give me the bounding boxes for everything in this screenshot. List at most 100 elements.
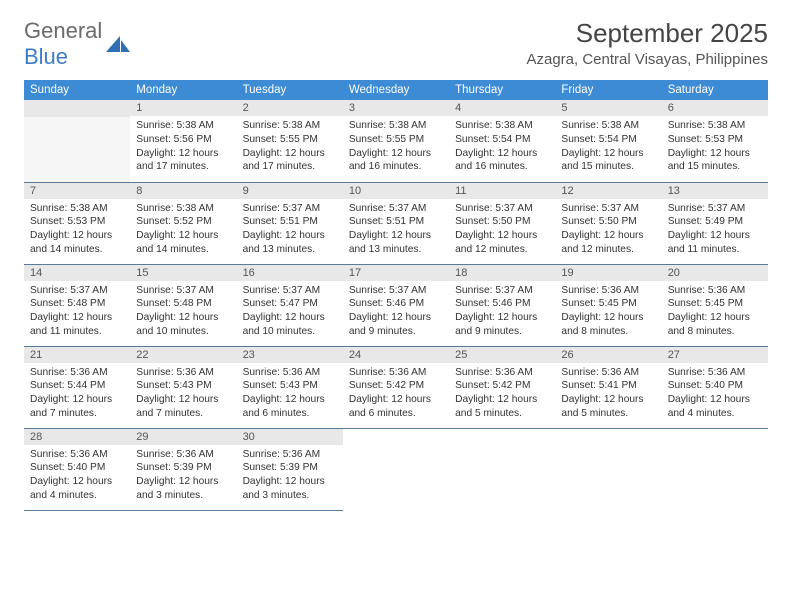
day-body: Sunrise: 5:38 AMSunset: 5:54 PMDaylight:… (449, 116, 555, 180)
daylight-line: Daylight: 12 hours and 14 minutes. (30, 229, 124, 257)
sunrise-line: Sunrise: 5:36 AM (561, 284, 655, 298)
calendar-cell (343, 428, 449, 510)
sunrise-line: Sunrise: 5:38 AM (243, 119, 337, 133)
sunset-line: Sunset: 5:39 PM (243, 461, 337, 475)
calendar-cell: 3Sunrise: 5:38 AMSunset: 5:55 PMDaylight… (343, 100, 449, 182)
calendar-cell: 23Sunrise: 5:36 AMSunset: 5:43 PMDayligh… (237, 346, 343, 428)
day-number: 22 (130, 347, 236, 363)
calendar-row: 1Sunrise: 5:38 AMSunset: 5:56 PMDaylight… (24, 100, 768, 182)
calendar-cell: 4Sunrise: 5:38 AMSunset: 5:54 PMDaylight… (449, 100, 555, 182)
sunrise-line: Sunrise: 5:38 AM (668, 119, 762, 133)
calendar-row: 28Sunrise: 5:36 AMSunset: 5:40 PMDayligh… (24, 428, 768, 510)
day-body: Sunrise: 5:36 AMSunset: 5:40 PMDaylight:… (24, 445, 130, 509)
daylight-line: Daylight: 12 hours and 9 minutes. (455, 311, 549, 339)
sunrise-line: Sunrise: 5:38 AM (455, 119, 549, 133)
location: Azagra, Central Visayas, Philippines (526, 51, 768, 68)
sunset-line: Sunset: 5:45 PM (668, 297, 762, 311)
daylight-line: Daylight: 12 hours and 7 minutes. (30, 393, 124, 421)
sunset-line: Sunset: 5:55 PM (243, 133, 337, 147)
header: General Blue September 2025 Azagra, Cent… (24, 18, 768, 70)
logo-word-2: Blue (24, 44, 68, 69)
sunrise-line: Sunrise: 5:37 AM (561, 202, 655, 216)
daylight-line: Daylight: 12 hours and 12 minutes. (561, 229, 655, 257)
day-number: 9 (237, 183, 343, 199)
sunset-line: Sunset: 5:40 PM (668, 379, 762, 393)
day-body: Sunrise: 5:37 AMSunset: 5:50 PMDaylight:… (555, 199, 661, 263)
calendar-cell (662, 428, 768, 510)
sunrise-line: Sunrise: 5:38 AM (561, 119, 655, 133)
calendar-cell: 12Sunrise: 5:37 AMSunset: 5:50 PMDayligh… (555, 182, 661, 264)
sunrise-line: Sunrise: 5:36 AM (30, 448, 124, 462)
day-body: Sunrise: 5:36 AMSunset: 5:40 PMDaylight:… (662, 363, 768, 427)
day-body: Sunrise: 5:38 AMSunset: 5:56 PMDaylight:… (130, 116, 236, 180)
sunset-line: Sunset: 5:51 PM (243, 215, 337, 229)
day-number: 18 (449, 265, 555, 281)
calendar-cell: 20 Sunrise: 5:36 AMSunset: 5:45 PMDayligh… (662, 264, 768, 346)
daylight-line: Daylight: 12 hours and 14 minutes. (136, 229, 230, 257)
calendar-cell (24, 100, 130, 182)
sunset-line: Sunset: 5:56 PM (136, 133, 230, 147)
sunrise-line: Sunrise: 5:36 AM (136, 366, 230, 380)
sunset-line: Sunset: 5:46 PM (349, 297, 443, 311)
sunset-line: Sunset: 5:42 PM (455, 379, 549, 393)
day-body: Sunrise: 5:38 AMSunset: 5:55 PMDaylight:… (343, 116, 449, 180)
daylight-line: Daylight: 12 hours and 5 minutes. (561, 393, 655, 421)
calendar-cell: 15Sunrise: 5:37 AMSunset: 5:48 PMDayligh… (130, 264, 236, 346)
day-body: Sunrise: 5:38 AMSunset: 5:52 PMDaylight:… (130, 199, 236, 263)
sunset-line: Sunset: 5:39 PM (136, 461, 230, 475)
daylight-line: Daylight: 12 hours and 8 minutes. (668, 311, 762, 339)
day-body: Sunrise: 5:37 AMSunset: 5:48 PMDaylight:… (24, 281, 130, 345)
calendar-cell: 13Sunrise: 5:37 AMSunset: 5:49 PMDayligh… (662, 182, 768, 264)
sunrise-line: Sunrise: 5:38 AM (136, 202, 230, 216)
calendar-cell: 29 Sunrise: 5:36 AMSunset: 5:39 PMDayligh… (130, 428, 236, 510)
sunset-line: Sunset: 5:49 PM (668, 215, 762, 229)
day-body: Sunrise: 5:37 AMSunset: 5:51 PMDaylight:… (343, 199, 449, 263)
daylight-line: Daylight: 12 hours and 3 minutes. (136, 475, 230, 503)
day-number: 19 (555, 265, 661, 281)
day-number: 30 (237, 429, 343, 445)
daylight-line: Daylight: 12 hours and 15 minutes. (561, 147, 655, 175)
sunset-line: Sunset: 5:48 PM (136, 297, 230, 311)
sunset-line: Sunset: 5:54 PM (561, 133, 655, 147)
day-number: 12 (555, 183, 661, 199)
day-body: Sunrise: 5:36 AMSunset: 5:42 PMDaylight:… (343, 363, 449, 427)
calendar-cell: 22Sunrise: 5:36 AMSunset: 5:43 PMDayligh… (130, 346, 236, 428)
sunset-line: Sunset: 5:42 PM (349, 379, 443, 393)
daylight-line: Daylight: 12 hours and 17 minutes. (136, 147, 230, 175)
day-body: Sunrise: 5:37 AMSunset: 5:46 PMDaylight:… (343, 281, 449, 345)
daylight-line: Daylight: 12 hours and 16 minutes. (349, 147, 443, 175)
day-number: 2 (237, 100, 343, 116)
sunrise-line: Sunrise: 5:36 AM (136, 448, 230, 462)
sunrise-line: Sunrise: 5:37 AM (349, 202, 443, 216)
weekday-header: Monday (130, 80, 236, 100)
weekday-header: Friday (555, 80, 661, 100)
day-number: 8 (130, 183, 236, 199)
sunrise-line: Sunrise: 5:37 AM (668, 202, 762, 216)
logo-word-1: General (24, 18, 102, 43)
day-number: 24 (343, 347, 449, 363)
sunset-line: Sunset: 5:45 PM (561, 297, 655, 311)
day-number: 10 (343, 183, 449, 199)
sunrise-line: Sunrise: 5:37 AM (455, 202, 549, 216)
calendar-row: 21Sunrise: 5:36 AMSunset: 5:44 PMDayligh… (24, 346, 768, 428)
sunrise-line: Sunrise: 5:38 AM (30, 202, 124, 216)
sunrise-line: Sunrise: 5:36 AM (668, 366, 762, 380)
calendar-cell: 17Sunrise: 5:37 AMSunset: 5:46 PMDayligh… (343, 264, 449, 346)
day-number: 20 (662, 265, 768, 281)
sunset-line: Sunset: 5:50 PM (455, 215, 549, 229)
month-title: September 2025 (526, 18, 768, 49)
logo-text: General Blue (24, 18, 102, 70)
day-number: 29 (130, 429, 236, 445)
sunset-line: Sunset: 5:43 PM (243, 379, 337, 393)
logo: General Blue (24, 18, 132, 70)
day-body: Sunrise: 5:37 AMSunset: 5:49 PMDaylight:… (662, 199, 768, 263)
sunset-line: Sunset: 5:41 PM (561, 379, 655, 393)
day-number: 7 (24, 183, 130, 199)
calendar-cell: 26Sunrise: 5:36 AMSunset: 5:41 PMDayligh… (555, 346, 661, 428)
daylight-line: Daylight: 12 hours and 10 minutes. (136, 311, 230, 339)
day-body: Sunrise: 5:38 AMSunset: 5:55 PMDaylight:… (237, 116, 343, 180)
sunrise-line: Sunrise: 5:36 AM (668, 284, 762, 298)
day-number: 13 (662, 183, 768, 199)
day-body: Sunrise: 5:37 AMSunset: 5:46 PMDaylight:… (449, 281, 555, 345)
calendar-cell: 24Sunrise: 5:36 AMSunset: 5:42 PMDayligh… (343, 346, 449, 428)
